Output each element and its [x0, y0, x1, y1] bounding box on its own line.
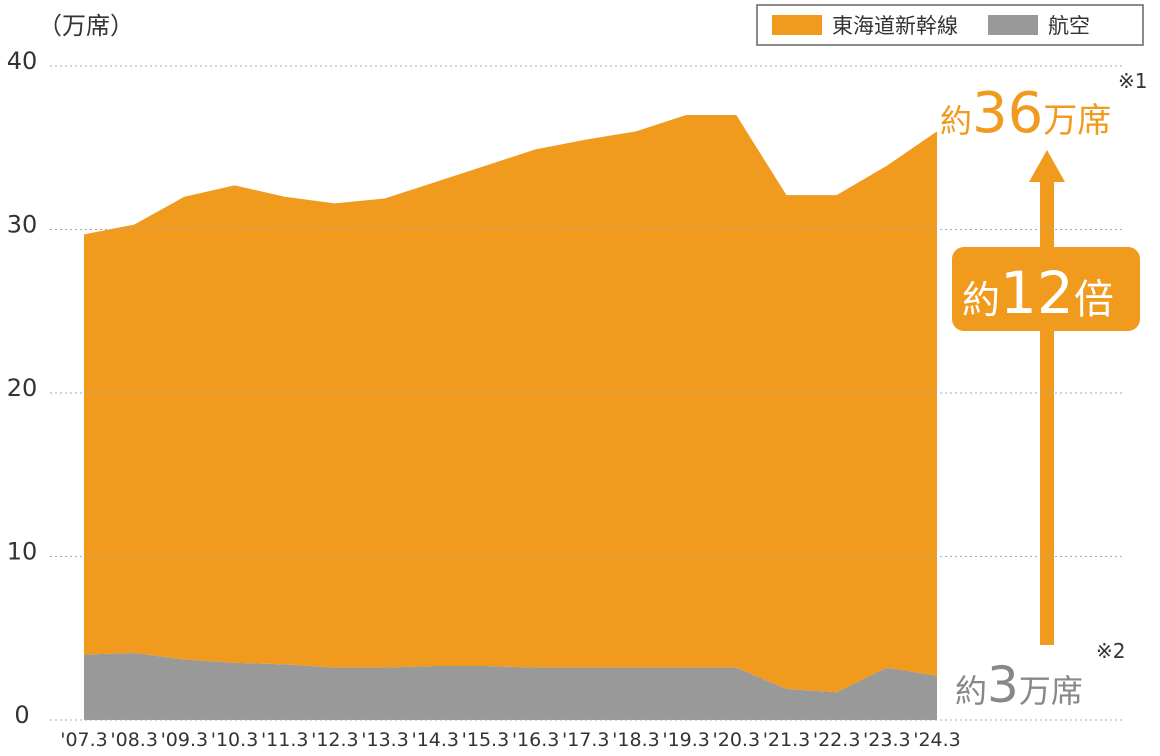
x-tick-label: '21.3	[763, 729, 811, 751]
annotation-note: ※1	[1118, 69, 1147, 93]
x-tick-label: '20.3	[713, 729, 761, 751]
legend-swatch	[988, 15, 1038, 35]
y-tick-label: 10	[7, 538, 38, 566]
x-tick-label: '13.3	[361, 729, 409, 751]
annotation-part: 約	[955, 672, 987, 710]
x-tick-label: '12.3	[311, 729, 359, 751]
annotation-ratio: 約12倍	[962, 259, 1114, 327]
annotation-part: 約	[962, 278, 1000, 322]
x-tick-label: '07.3	[60, 729, 108, 751]
x-tick-label: '08.3	[110, 729, 158, 751]
annotation-part: 約	[940, 102, 972, 140]
legend-swatch	[772, 15, 822, 35]
x-tick-label: '10.3	[211, 729, 259, 751]
area	[84, 115, 937, 693]
x-tick-label: '19.3	[662, 729, 710, 751]
annotation-part: 36	[972, 81, 1043, 146]
legend-label: 東海道新幹線	[832, 14, 958, 38]
x-tick-label: '23.3	[863, 729, 911, 751]
ratio-box	[952, 247, 1140, 331]
x-tick-label: '09.3	[161, 729, 209, 751]
x-tick-label: '14.3	[411, 729, 459, 751]
y-tick-label: 0	[14, 701, 29, 729]
legend: 東海道新幹線 航空	[772, 14, 1090, 38]
legend-label: 航空	[1048, 14, 1090, 38]
y-tick-label: 20	[7, 374, 38, 402]
y-tick-label: 30	[7, 211, 38, 239]
plot	[84, 115, 937, 720]
x-tick-label: '24.3	[913, 729, 961, 751]
annotation-bottom: 約3万席	[955, 656, 1083, 714]
annotation-part: 万席	[1043, 101, 1111, 141]
x-tick-label: '11.3	[261, 729, 309, 751]
y-tick-label: 40	[7, 47, 38, 75]
x-tick-label: '16.3	[512, 729, 560, 751]
annotation-part: 12	[1000, 259, 1074, 327]
annotation-note: ※2	[1096, 639, 1125, 663]
unit-label: （万席）	[38, 12, 134, 40]
annotation-part: 万席	[1019, 672, 1083, 710]
arrow-head	[1029, 150, 1065, 182]
area	[84, 652, 937, 720]
x-tick-label: '15.3	[462, 729, 510, 751]
annotation-part: 3	[987, 656, 1019, 714]
x-tick-label: '22.3	[813, 729, 861, 751]
x-tick-label: '18.3	[612, 729, 660, 751]
x-tick-label: '17.3	[562, 729, 610, 751]
annotation-top: 約36万席	[940, 81, 1111, 146]
annotation-part: 倍	[1074, 277, 1114, 323]
